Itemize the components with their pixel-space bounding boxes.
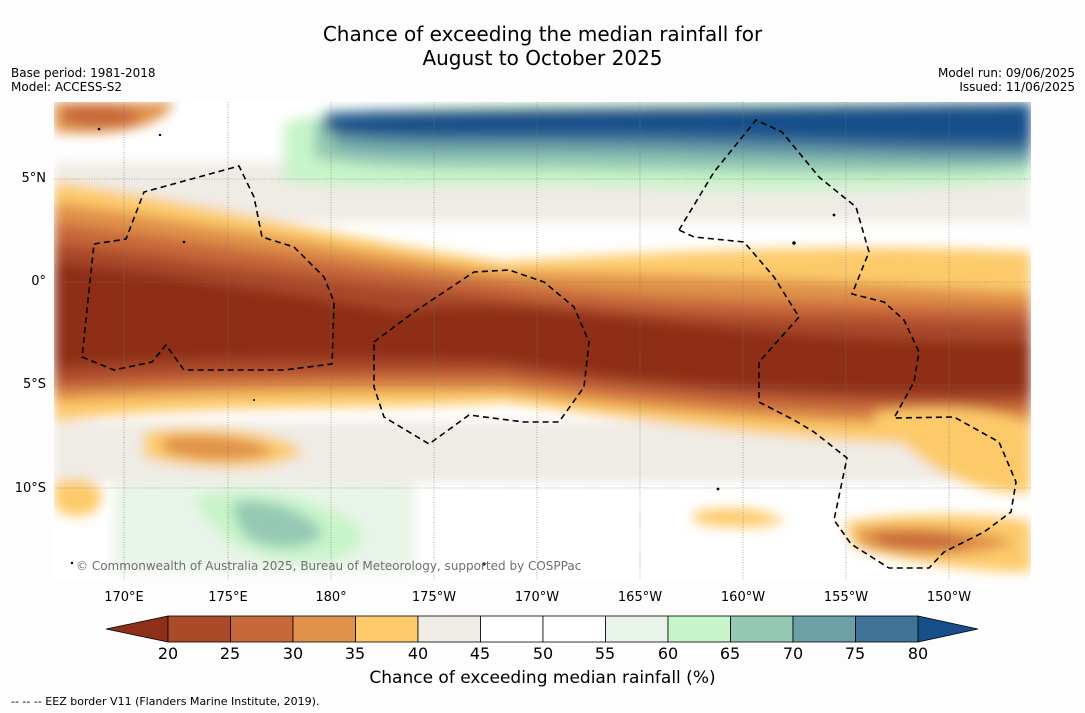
model-run: Model run: 09/06/2025: [937, 66, 1075, 80]
lat-label-10s: 10°S: [14, 481, 46, 496]
colorbar: [106, 615, 978, 643]
colorbar-tick: 45: [469, 644, 491, 663]
issued-date: Issued: 11/06/2025: [959, 80, 1075, 94]
lon-label-180: 180°: [315, 590, 347, 605]
colorbar-tick: 60: [657, 644, 679, 663]
colorbar-bin: [292, 615, 356, 643]
colorbar-tick: 35: [344, 644, 366, 663]
lon-label-150w: 150°W: [926, 590, 972, 605]
colorbar-bin: [730, 615, 794, 643]
colorbar-tick: 30: [282, 644, 304, 663]
lon-label-175w: 175°W: [411, 590, 457, 605]
lon-label-160w: 160°W: [720, 590, 766, 605]
colorbar-tick: 50: [532, 644, 554, 663]
colorbar-tick: 75: [844, 644, 866, 663]
copyright-notice: © Commonwealth of Australia 2025, Bureau…: [76, 559, 582, 573]
colorbar-extend-low: [106, 615, 169, 643]
base-period: Base period: 1981-2018: [11, 66, 156, 80]
colorbar-bin: [855, 615, 919, 643]
lat-label-5s: 5°S: [22, 377, 46, 392]
colorbar-tick: 20: [157, 644, 179, 663]
map-title-line2: August to October 2025: [422, 46, 663, 70]
colorbar-tick: 70: [782, 644, 804, 663]
lon-label-170e: 170°E: [104, 590, 144, 605]
colorbar-bin: [792, 615, 856, 643]
rainfall-map: [54, 102, 1031, 580]
colorbar-bin: [355, 615, 419, 643]
lon-label-170w: 170°W: [514, 590, 560, 605]
lon-label-155w: 155°W: [823, 590, 869, 605]
colorbar-label: Chance of exceeding median rainfall (%): [369, 668, 716, 688]
colorbar-bin: [605, 615, 669, 643]
eez-legend: -- -- -- EEZ border V11 (Flanders Marine…: [11, 695, 320, 708]
colorbar-bin: [667, 615, 731, 643]
lon-label-175e: 175°E: [208, 590, 248, 605]
lat-label-5n: 5°N: [21, 171, 47, 186]
colorbar-tick: 80: [907, 644, 929, 663]
lat-label-equator: 0°: [31, 274, 46, 289]
colorbar-tick: 40: [407, 644, 429, 663]
colorbar-bin: [230, 615, 294, 643]
lon-label-165w: 165°W: [617, 590, 663, 605]
colorbar-tick: 25: [219, 644, 241, 663]
colorbar-tick: 65: [719, 644, 741, 663]
colorbar-bin: [480, 615, 544, 643]
colorbar-extend-high: [917, 615, 978, 643]
model-name: Model: ACCESS-S2: [11, 80, 123, 94]
colorbar-bin: [417, 615, 481, 643]
colorbar-bin: [542, 615, 606, 643]
map-title-line1: Chance of exceeding the median rainfall …: [322, 22, 763, 46]
colorbar-tick: 55: [594, 644, 616, 663]
colorbar-bin: [167, 615, 231, 643]
